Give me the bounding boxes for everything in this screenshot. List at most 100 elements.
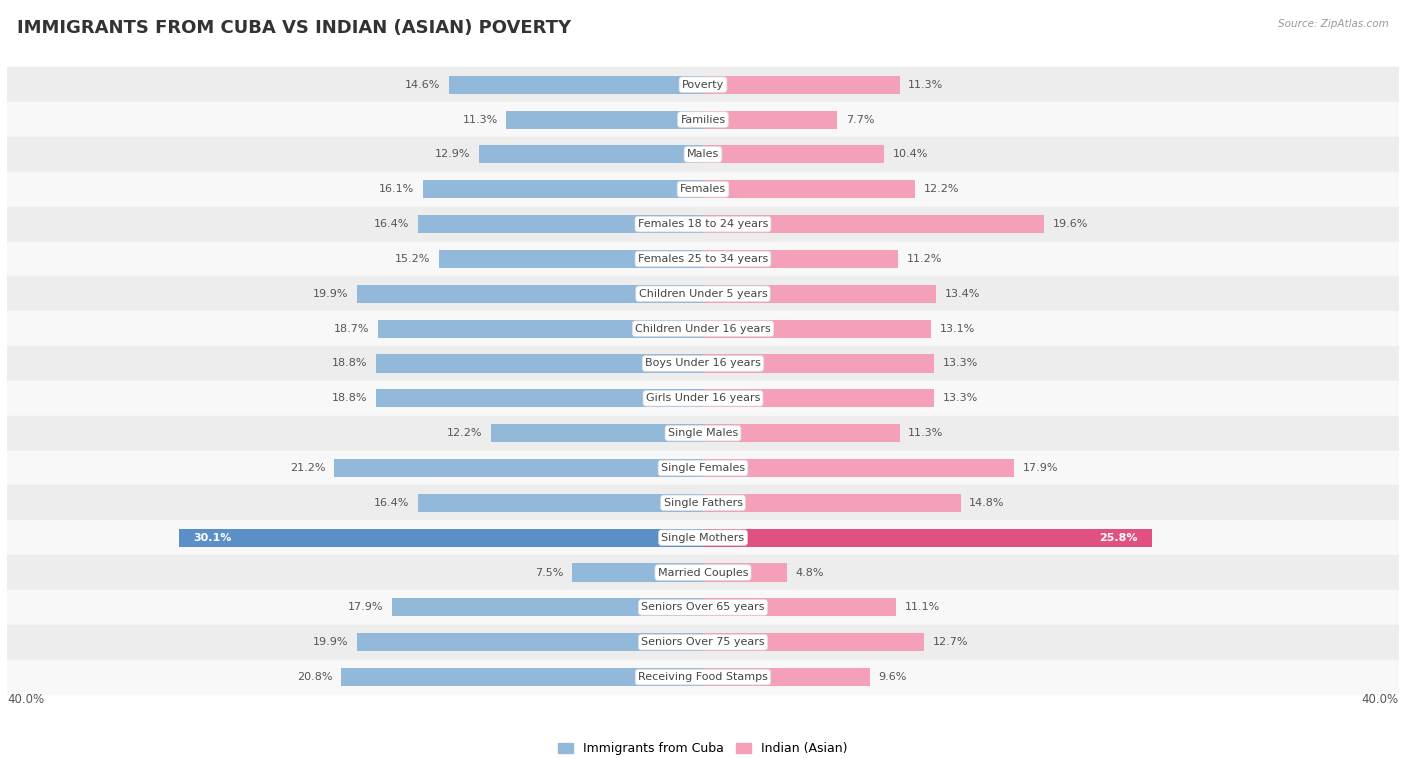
Bar xyxy=(703,633,924,651)
Bar xyxy=(357,633,703,651)
Text: 14.8%: 14.8% xyxy=(969,498,1005,508)
Bar xyxy=(7,102,1399,137)
Text: 18.8%: 18.8% xyxy=(332,359,367,368)
Text: Families: Families xyxy=(681,114,725,124)
Text: Single Females: Single Females xyxy=(661,463,745,473)
Text: 15.2%: 15.2% xyxy=(395,254,430,264)
Text: Females 18 to 24 years: Females 18 to 24 years xyxy=(638,219,768,229)
Bar xyxy=(423,180,703,199)
Text: 16.4%: 16.4% xyxy=(374,498,409,508)
Text: 25.8%: 25.8% xyxy=(1099,533,1137,543)
Text: 11.3%: 11.3% xyxy=(908,80,943,89)
Bar xyxy=(703,424,900,442)
Text: Poverty: Poverty xyxy=(682,80,724,89)
Bar xyxy=(7,450,1399,485)
Text: 7.5%: 7.5% xyxy=(536,568,564,578)
Text: 12.9%: 12.9% xyxy=(434,149,470,159)
Text: Married Couples: Married Couples xyxy=(658,568,748,578)
Text: Children Under 5 years: Children Under 5 years xyxy=(638,289,768,299)
Bar xyxy=(7,67,1399,102)
Text: 18.8%: 18.8% xyxy=(332,393,367,403)
Text: 13.3%: 13.3% xyxy=(943,359,979,368)
Text: 17.9%: 17.9% xyxy=(347,603,382,612)
Bar xyxy=(378,320,703,338)
Bar xyxy=(703,320,931,338)
Bar xyxy=(703,390,935,407)
Text: Girls Under 16 years: Girls Under 16 years xyxy=(645,393,761,403)
Bar xyxy=(7,137,1399,172)
Bar xyxy=(357,285,703,303)
Bar xyxy=(7,520,1399,555)
Bar xyxy=(7,415,1399,450)
Text: 7.7%: 7.7% xyxy=(845,114,875,124)
Bar xyxy=(572,563,703,581)
Bar xyxy=(703,146,884,164)
Bar xyxy=(491,424,703,442)
Text: Boys Under 16 years: Boys Under 16 years xyxy=(645,359,761,368)
Text: 16.1%: 16.1% xyxy=(380,184,415,194)
Bar xyxy=(703,111,837,129)
Text: 40.0%: 40.0% xyxy=(1362,694,1399,706)
Bar xyxy=(7,381,1399,415)
Bar xyxy=(703,459,1015,477)
Bar xyxy=(7,555,1399,590)
Bar xyxy=(335,459,703,477)
Bar xyxy=(703,285,936,303)
Bar xyxy=(7,346,1399,381)
Bar xyxy=(418,215,703,233)
Bar xyxy=(439,250,703,268)
Text: 10.4%: 10.4% xyxy=(893,149,928,159)
Bar xyxy=(703,528,1152,547)
Text: 21.2%: 21.2% xyxy=(290,463,325,473)
Text: 17.9%: 17.9% xyxy=(1024,463,1059,473)
Bar xyxy=(375,390,703,407)
Bar xyxy=(7,207,1399,242)
Bar xyxy=(391,598,703,616)
Bar xyxy=(703,563,786,581)
Bar xyxy=(7,485,1399,520)
Text: 40.0%: 40.0% xyxy=(7,694,44,706)
Bar xyxy=(180,528,703,547)
Bar xyxy=(703,668,870,686)
Bar xyxy=(703,598,896,616)
Bar xyxy=(418,493,703,512)
Text: Children Under 16 years: Children Under 16 years xyxy=(636,324,770,334)
Text: Single Males: Single Males xyxy=(668,428,738,438)
Bar xyxy=(449,76,703,94)
Text: 30.1%: 30.1% xyxy=(193,533,232,543)
Bar xyxy=(7,659,1399,694)
Text: 13.3%: 13.3% xyxy=(943,393,979,403)
Text: 13.4%: 13.4% xyxy=(945,289,980,299)
Bar xyxy=(7,625,1399,659)
Bar xyxy=(703,250,898,268)
Bar xyxy=(375,355,703,372)
Text: Single Mothers: Single Mothers xyxy=(661,533,745,543)
Text: IMMIGRANTS FROM CUBA VS INDIAN (ASIAN) POVERTY: IMMIGRANTS FROM CUBA VS INDIAN (ASIAN) P… xyxy=(17,19,571,37)
Bar xyxy=(7,590,1399,625)
Text: Females 25 to 34 years: Females 25 to 34 years xyxy=(638,254,768,264)
Text: Single Fathers: Single Fathers xyxy=(664,498,742,508)
Bar xyxy=(703,493,960,512)
Bar xyxy=(703,215,1045,233)
Text: 19.9%: 19.9% xyxy=(312,637,349,647)
Bar xyxy=(7,312,1399,346)
Text: Females: Females xyxy=(681,184,725,194)
Text: 9.6%: 9.6% xyxy=(879,672,907,682)
Text: 13.1%: 13.1% xyxy=(939,324,974,334)
Text: Males: Males xyxy=(688,149,718,159)
Text: 11.3%: 11.3% xyxy=(463,114,498,124)
Text: 11.3%: 11.3% xyxy=(908,428,943,438)
Bar xyxy=(7,242,1399,277)
Text: 20.8%: 20.8% xyxy=(297,672,332,682)
Text: 4.8%: 4.8% xyxy=(796,568,824,578)
Text: 11.1%: 11.1% xyxy=(905,603,941,612)
Bar xyxy=(703,180,915,199)
Text: 19.9%: 19.9% xyxy=(312,289,349,299)
Bar xyxy=(506,111,703,129)
Bar xyxy=(342,668,703,686)
Text: 12.2%: 12.2% xyxy=(447,428,482,438)
Bar xyxy=(7,277,1399,312)
Text: Receiving Food Stamps: Receiving Food Stamps xyxy=(638,672,768,682)
Legend: Immigrants from Cuba, Indian (Asian): Immigrants from Cuba, Indian (Asian) xyxy=(553,738,853,758)
Text: 19.6%: 19.6% xyxy=(1053,219,1088,229)
